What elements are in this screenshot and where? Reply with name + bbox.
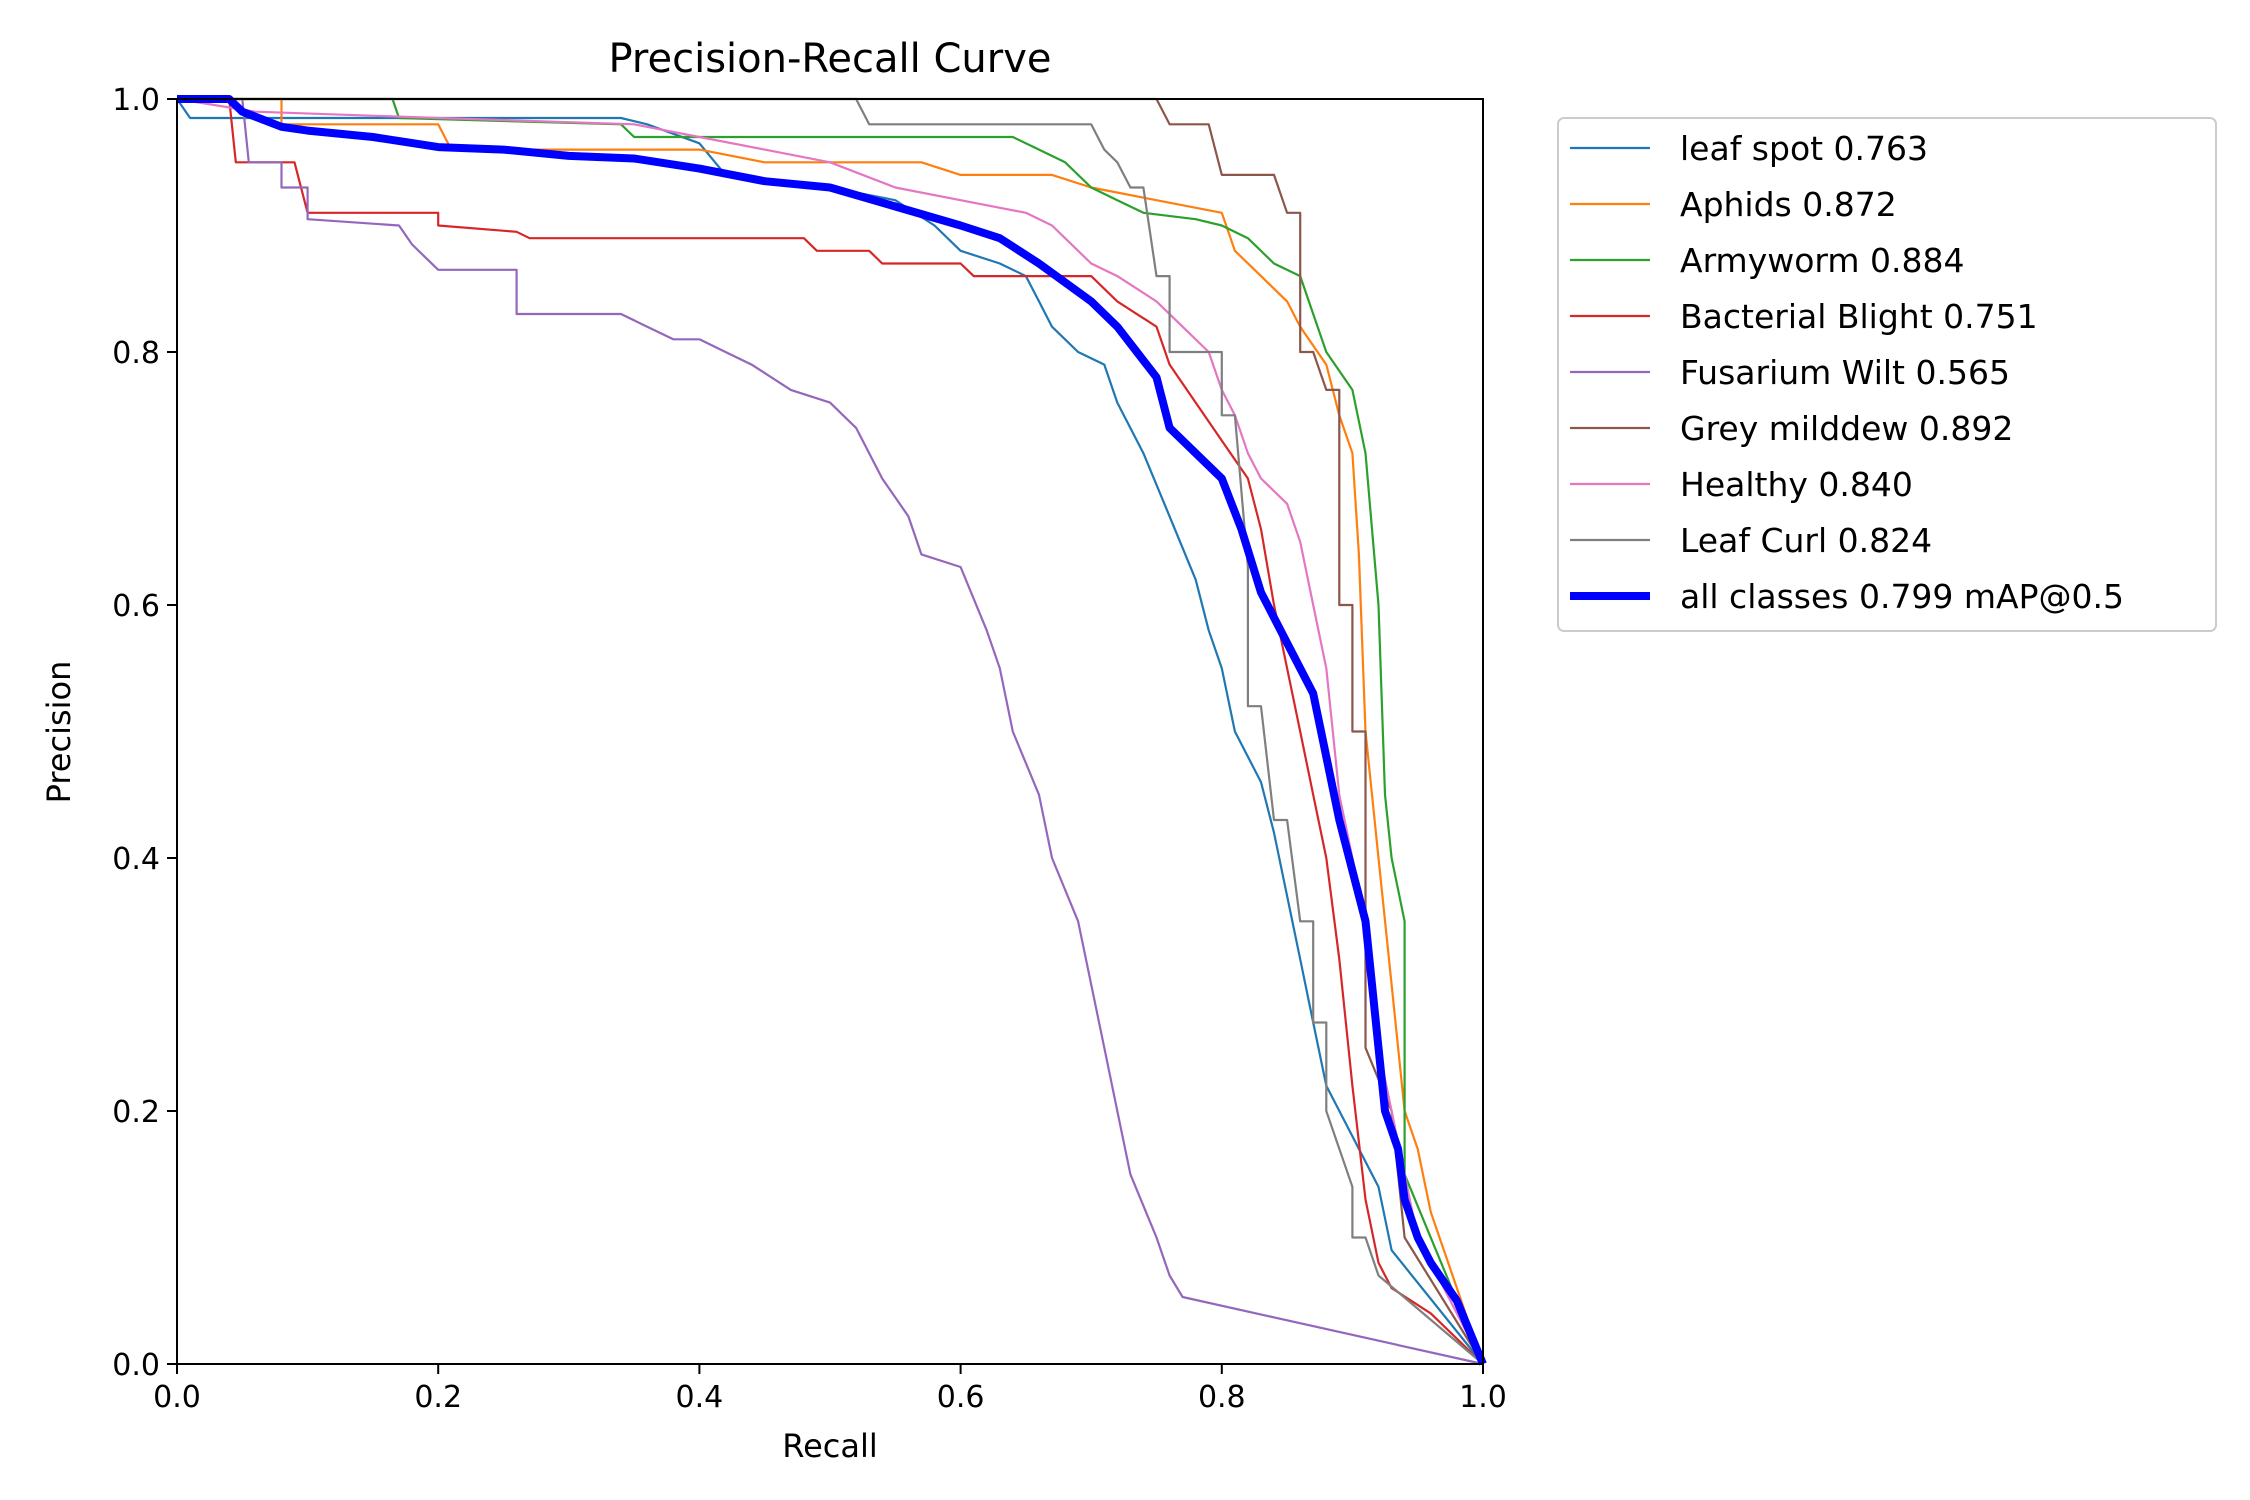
- series-line-4: [177, 97, 1484, 1366]
- legend-label-6: Healthy 0.840: [1680, 465, 1913, 504]
- legend-box: [1557, 117, 2217, 632]
- ticks-layer: 0.0 0.2 0.4 0.6 0.8 1.0 0.0 0.2 0.4 0.6 0.8 1.0: [112, 83, 1507, 1415]
- x-tick-label: 0.0: [153, 1380, 201, 1415]
- legend: leaf spot 0.763 Aphids 0.872 Armyworm 0.88…: [1557, 117, 2217, 632]
- series-layer: [176, 95, 1487, 1366]
- series-line-8: [177, 95, 1487, 1366]
- x-tick-label: 1.0: [1459, 1380, 1507, 1415]
- legend-label-0: leaf spot 0.763: [1680, 129, 1928, 168]
- legend-label-2: Armyworm 0.884: [1680, 241, 1965, 280]
- plot-frame: [176, 98, 1484, 1365]
- y-tick-label: 0.4: [112, 842, 160, 877]
- x-tick-label: 0.6: [937, 1380, 985, 1415]
- x-tick-label: 0.4: [676, 1380, 724, 1415]
- y-axis-label: Precision: [40, 661, 78, 804]
- series-line-3: [177, 97, 1484, 1365]
- y-tick-label: 1.0: [112, 83, 160, 118]
- legend-label-4: Fusarium Wilt 0.565: [1680, 353, 2010, 392]
- series-line-1: [177, 97, 1485, 1365]
- x-tick-label: 0.8: [1198, 1380, 1246, 1415]
- legend-label-8: all classes 0.799 mAP@0.5: [1680, 577, 2124, 616]
- y-tick-label: 0.2: [112, 1095, 160, 1130]
- chart-title: Precision-Recall Curve: [609, 36, 1052, 82]
- y-tick-label: 0.0: [112, 1348, 160, 1383]
- legend-label-1: Aphids 0.872: [1680, 185, 1897, 224]
- legend-label-3: Bacterial Blight 0.751: [1680, 297, 2038, 336]
- series-line-7: [177, 97, 1484, 1365]
- legend-label-5: Grey milddew 0.892: [1680, 409, 2013, 448]
- series-line-0: [176, 98, 1484, 1365]
- x-tick-label: 0.2: [414, 1380, 462, 1415]
- y-tick-label: 0.8: [112, 336, 160, 371]
- legend-label-7: Leaf Curl 0.824: [1680, 521, 1932, 560]
- x-axis-label: Recall: [782, 1427, 877, 1465]
- y-tick-label: 0.6: [112, 589, 160, 624]
- series-line-5: [177, 97, 1484, 1365]
